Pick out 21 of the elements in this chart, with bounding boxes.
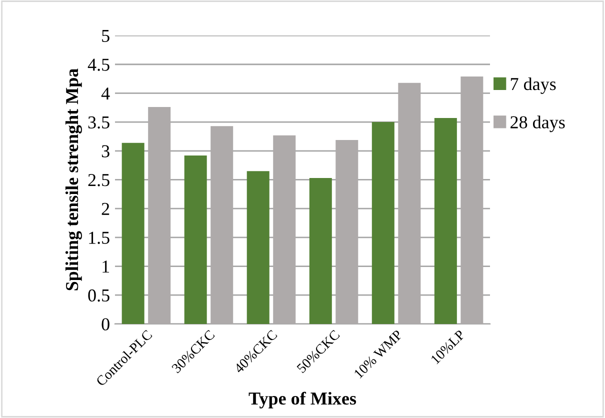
bar [122, 142, 144, 324]
bar [246, 171, 270, 324]
y-tick-label: 1 [102, 260, 110, 273]
y-tick-label: 2.5 [88, 174, 110, 186]
y-tick-label: 0 [102, 318, 110, 330]
x-axis-title: Type of Mixes [248, 392, 356, 408]
bar [434, 118, 457, 324]
y-tick-label: 4.5 [88, 58, 110, 71]
y-axis-title: Spliting tensile strenght Mpa [65, 68, 82, 290]
bar [309, 178, 332, 324]
bar [372, 122, 394, 324]
y-tick-label: 3 [102, 145, 110, 158]
y-tick-label: 5 [102, 30, 110, 42]
legend-label: 7 days [510, 77, 556, 94]
y-tick-label: 2 [102, 202, 110, 215]
bar [184, 156, 207, 324]
y-tick-label: 3.5 [88, 116, 110, 129]
y-tick-label: 0.5 [88, 289, 110, 302]
y-tick-label: 4 [101, 88, 110, 100]
y-tick-label: 1.5 [89, 232, 110, 244]
legend-label: 28 days [510, 116, 565, 132]
